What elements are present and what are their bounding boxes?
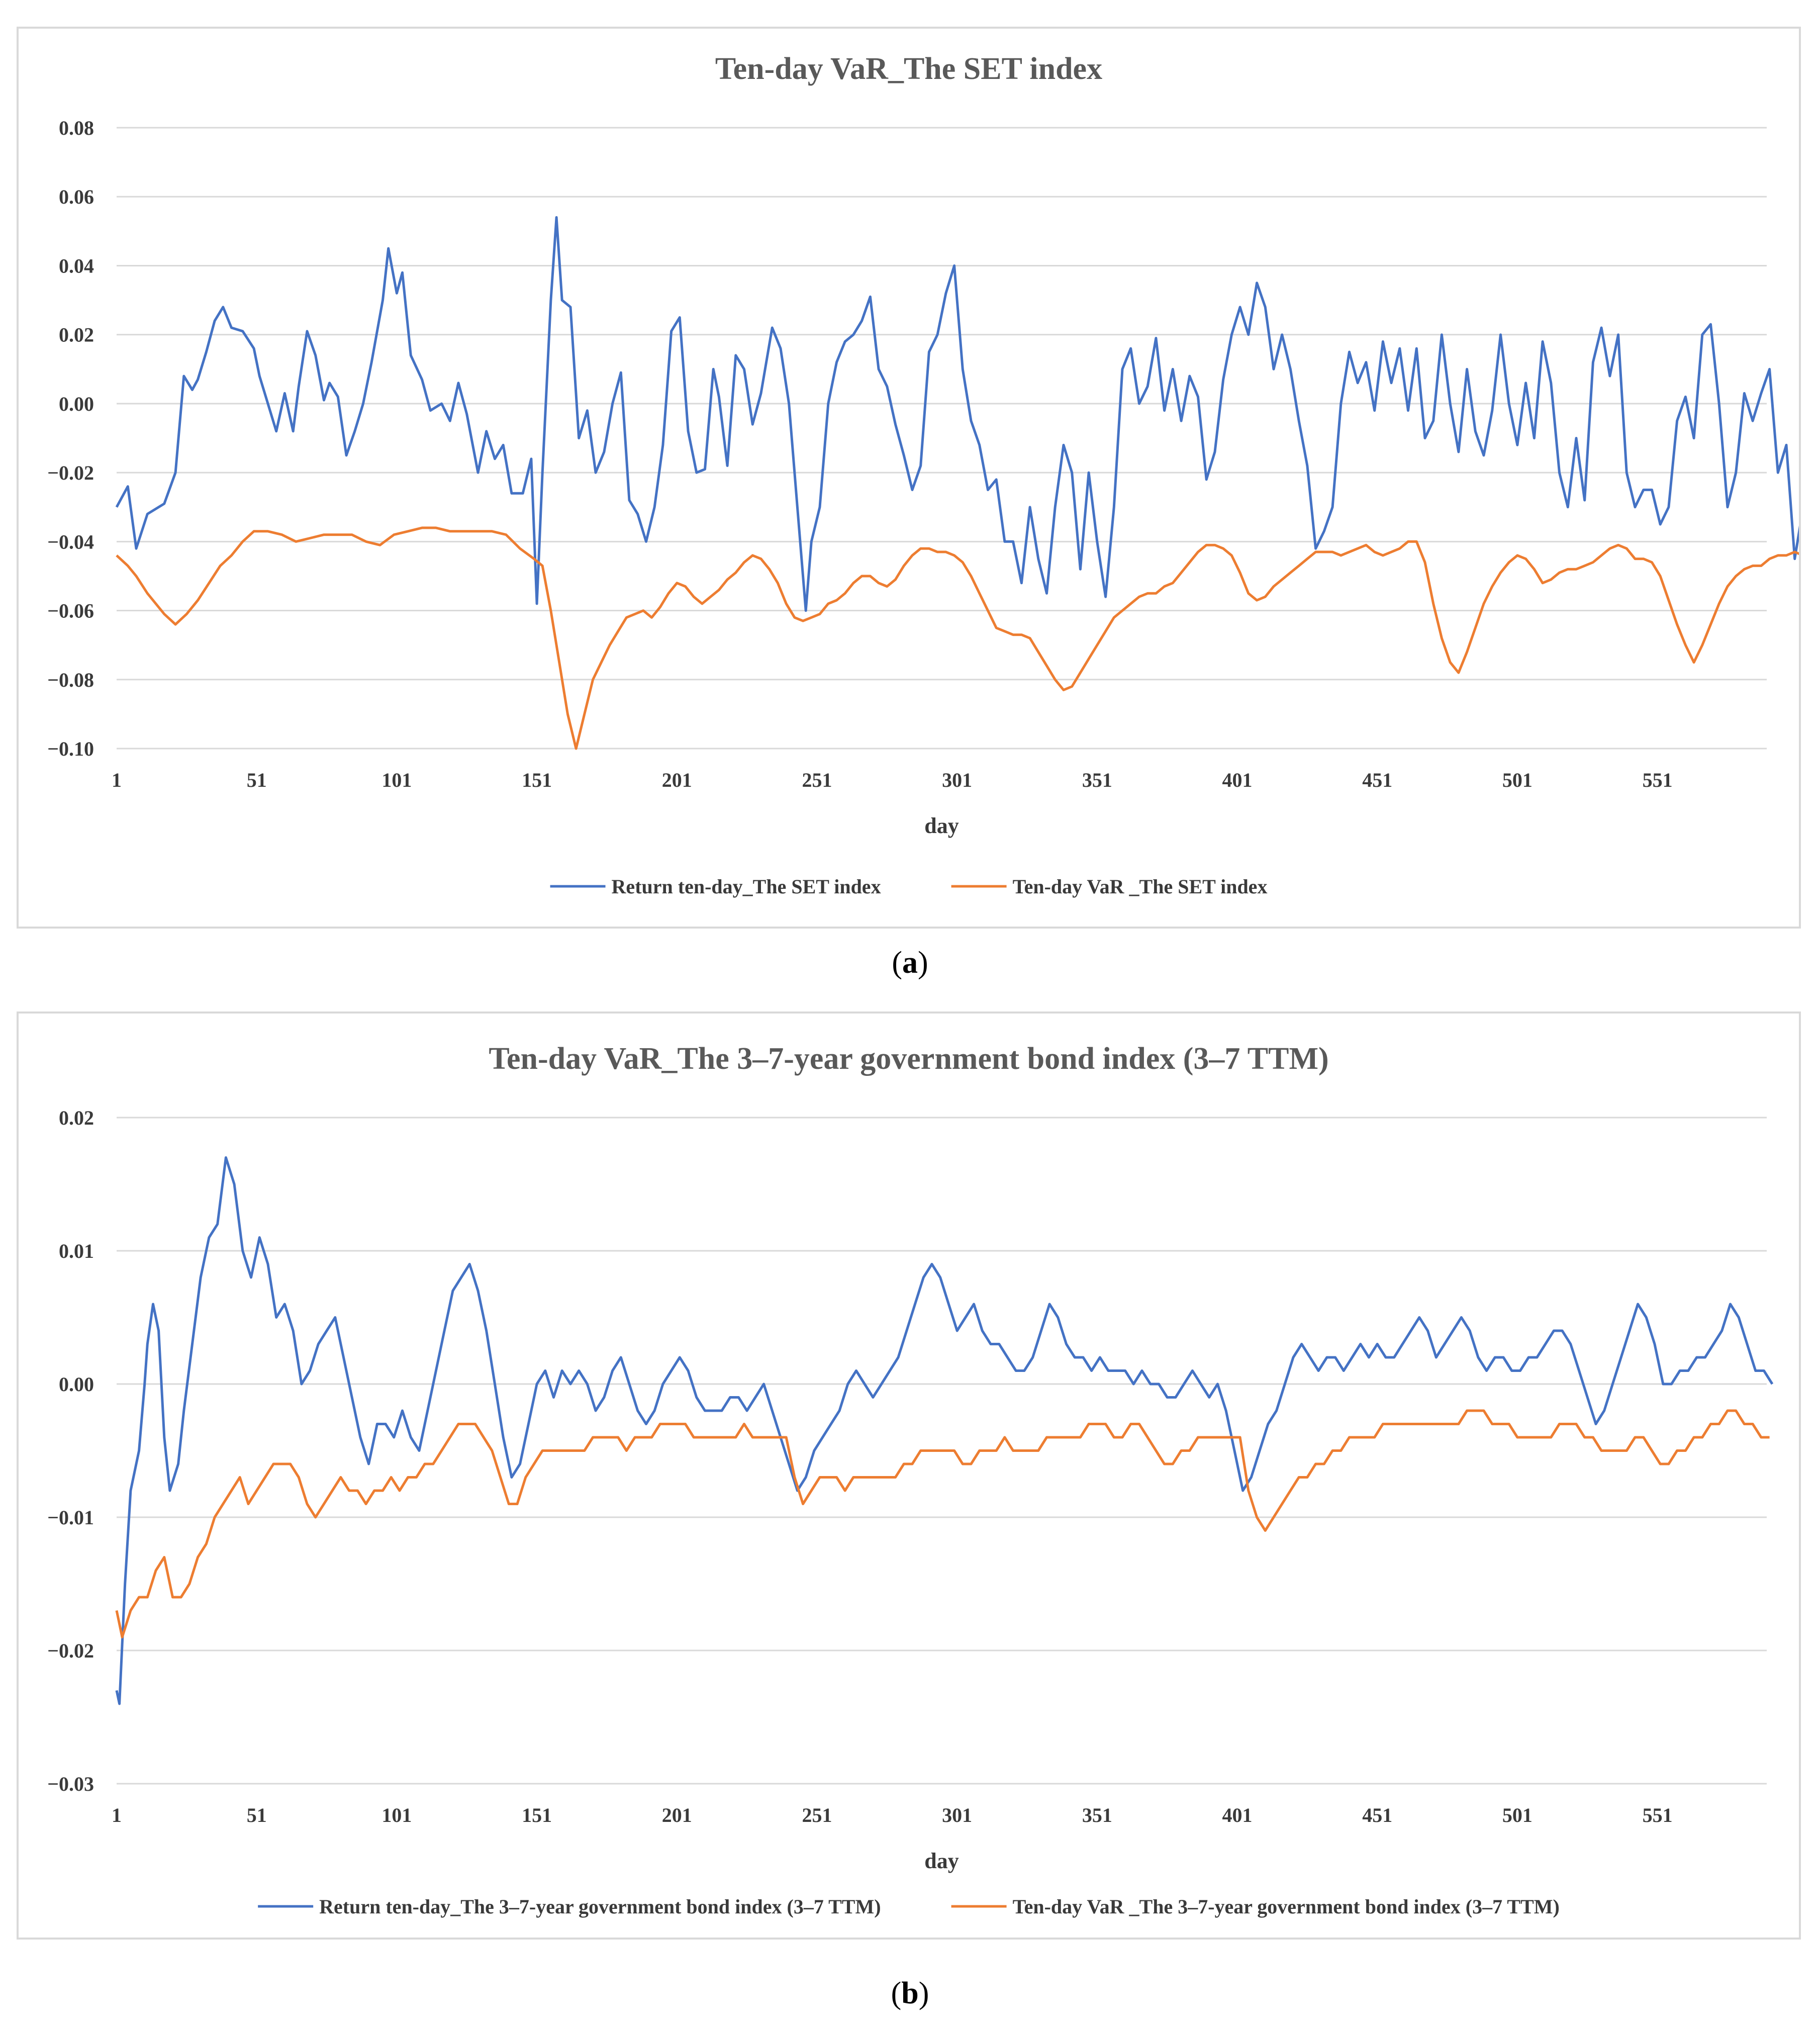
chart-panel-b: Ten-day VaR_The 3–7-year government bond… <box>17 1012 1801 1940</box>
y-tick-label: −0.06 <box>47 600 94 622</box>
x-tick-label: 51 <box>247 1804 267 1826</box>
caption-a: (a) <box>892 946 928 980</box>
x-tick-label: 201 <box>662 769 692 791</box>
x-tick-label: 151 <box>522 769 552 791</box>
legend: Return ten-day_The SET index Ten-day VaR … <box>550 875 1268 898</box>
x-tick-label: 1 <box>112 1804 122 1826</box>
y-tick-label: −0.03 <box>47 1773 94 1795</box>
x-tick-label: 351 <box>1082 769 1112 791</box>
x-tick-label: 251 <box>802 1804 832 1826</box>
y-tick-label: −0.04 <box>47 530 94 553</box>
series-line-2 <box>115 1409 1770 1638</box>
legend-label-2: Ten-day VaR _The 3–7-year government bon… <box>1013 1895 1560 1918</box>
x-tick-label: 151 <box>522 1804 552 1826</box>
series-line-1 <box>115 216 1799 612</box>
x-axis-label: day <box>924 1849 959 1873</box>
y-tick-label: 0.01 <box>59 1240 94 1262</box>
y-tick-label: 0.02 <box>59 1107 94 1129</box>
series-line-1 <box>115 1156 1774 1705</box>
x-tick-label: 551 <box>1643 769 1673 791</box>
x-tick-label: 401 <box>1222 769 1253 791</box>
chart-title: Ten-day VaR_The 3–7-year government bond… <box>489 1042 1328 1076</box>
x-tick-label: 301 <box>942 1804 972 1826</box>
y-tick-label: −0.01 <box>47 1506 94 1529</box>
x-tick-label: 351 <box>1082 1804 1112 1826</box>
legend: Return ten-day_The 3–7-year government b… <box>258 1895 1560 1918</box>
y-tick-label: −0.02 <box>47 462 94 484</box>
x-tick-label: 401 <box>1222 1804 1253 1826</box>
x-tick-label: 1 <box>112 769 122 791</box>
y-tick-label: −0.10 <box>47 738 94 760</box>
x-tick-label: 551 <box>1643 1804 1673 1826</box>
x-tick-label: 451 <box>1362 769 1392 791</box>
x-tick-label: 201 <box>662 1804 692 1826</box>
x-tick-label: 301 <box>942 769 972 791</box>
y-tick-label: −0.08 <box>47 669 94 691</box>
series-line-2 <box>116 526 1799 750</box>
chart-title: Ten-day VaR_The SET index <box>715 52 1102 86</box>
legend-label-1: Return ten-day_The 3–7-year government b… <box>319 1895 881 1918</box>
y-tick-label: 0.04 <box>59 254 94 277</box>
y-tick-label: 0.00 <box>59 1373 94 1396</box>
y-tick-label: 0.06 <box>59 186 94 208</box>
x-tick-label: 51 <box>247 769 267 791</box>
chart-a: Ten-day VaR_The SET index 0.08 0.06 0.04 0.0… <box>47 52 1799 898</box>
x-axis-label: day <box>924 813 959 838</box>
legend-label-1: Return ten-day_The SET index <box>612 875 881 898</box>
y-tick-label: 0.00 <box>59 393 94 415</box>
y-tick-label: 0.08 <box>59 117 94 139</box>
chart-panel-a: Ten-day VaR_The SET index 0.08 0.06 0.04 0.0… <box>17 27 1801 929</box>
x-tick-label: 501 <box>1502 769 1532 791</box>
x-tick-label: 251 <box>802 769 832 791</box>
x-tick-label: 101 <box>381 1804 412 1826</box>
caption-b: (b) <box>891 1976 929 2010</box>
chart-b: Ten-day VaR_The 3–7-year government bond… <box>47 1042 1774 1918</box>
y-tick-label: 0.02 <box>59 324 94 346</box>
x-tick-label: 501 <box>1502 1804 1532 1826</box>
caption-a-label: a <box>902 946 918 980</box>
legend-label-2: Ten-day VaR _The SET index <box>1013 875 1268 898</box>
x-tick-label: 451 <box>1362 1804 1392 1826</box>
caption-b-label: b <box>901 1976 919 2010</box>
x-tick-label: 101 <box>381 769 412 791</box>
y-tick-label: −0.02 <box>47 1639 94 1662</box>
